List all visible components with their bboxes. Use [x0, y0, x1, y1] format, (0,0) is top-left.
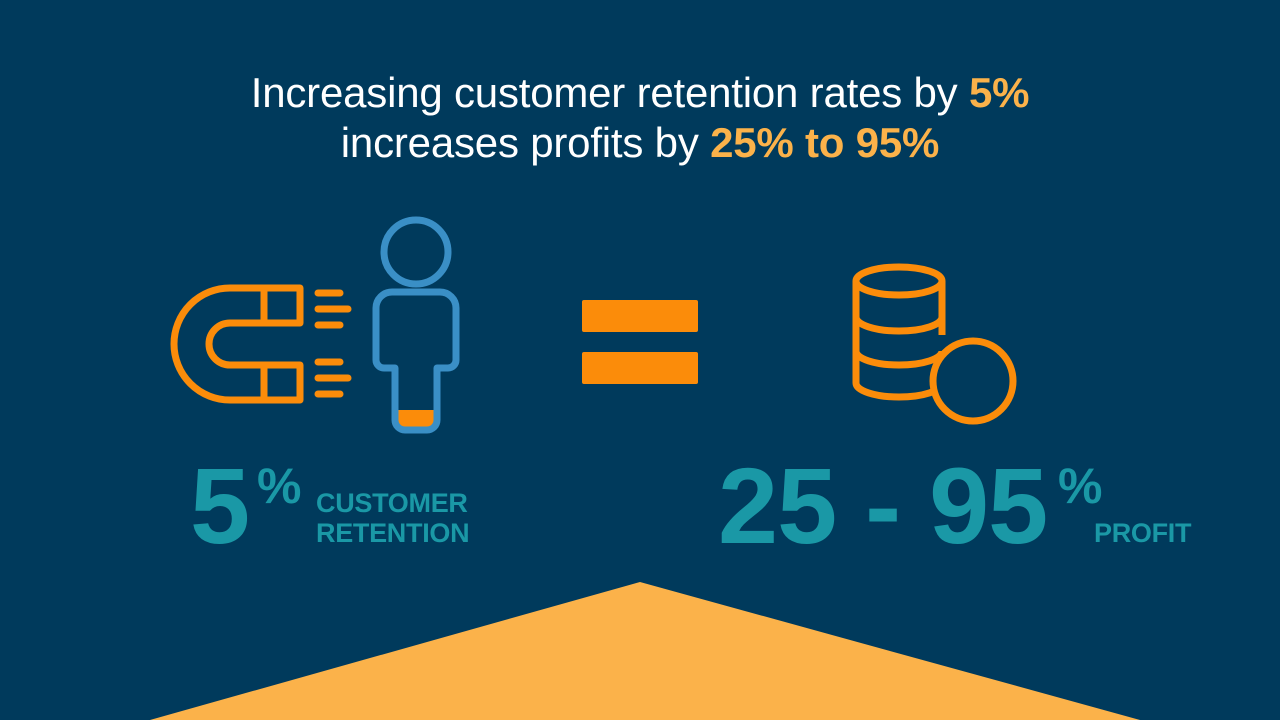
coins-stack-icon [852, 263, 1017, 425]
headline: Increasing customer retention rates by 5… [0, 68, 1280, 168]
retention-stat-label: CUSTOMER RETENTION [316, 488, 470, 548]
person-icon [372, 216, 460, 434]
profit-stat-number: 25 - 95 [718, 445, 1048, 566]
headline-highlight-5pct: 5% [968, 69, 1030, 116]
profit-stat-percent: % [1058, 458, 1103, 514]
equals-icon [582, 300, 698, 384]
magnet-person-icon [170, 216, 460, 434]
magnet-force-lines [314, 289, 352, 398]
headline-line-1: Increasing customer retention rates by 5… [250, 69, 1030, 116]
retention-stat-number: 5 [190, 445, 250, 566]
headline-highlight-range: 25% to 95% [710, 119, 940, 166]
magnet-icon [170, 284, 304, 404]
profit-stat-label: PROFIT [1094, 518, 1192, 548]
headline-line-2: increases profits by 25% to 95% [340, 119, 940, 166]
retention-stat-percent: % [257, 458, 302, 514]
